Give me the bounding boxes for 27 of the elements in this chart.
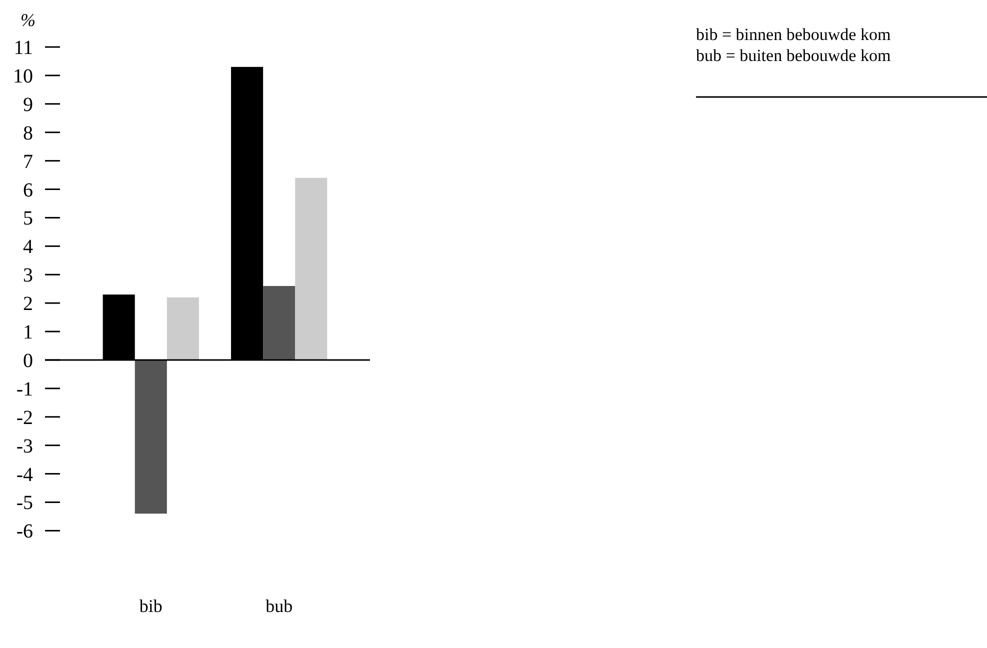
y-tick-label: -1 (16, 378, 33, 400)
y-axis-title: % (20, 10, 36, 30)
y-tick-label: 9 (23, 94, 33, 116)
y-tick-label: -2 (16, 406, 33, 429)
y-tick-label: 6 (23, 179, 33, 202)
bar (263, 286, 296, 360)
y-tick-label: -5 (16, 492, 33, 514)
bar (295, 178, 328, 360)
y-tick-label: -3 (16, 435, 33, 458)
x-tick-label: bib (139, 596, 162, 616)
y-tick-label: -4 (16, 464, 33, 486)
y-tick-label: 10 (13, 65, 33, 88)
y-tick-label: 7 (23, 150, 33, 173)
y-tick-label: 4 (23, 236, 33, 258)
y-tick-label: -6 (16, 520, 33, 543)
y-tick-label: 1 (23, 322, 33, 344)
y-tick-label: 2 (23, 293, 33, 316)
bar (134, 360, 167, 514)
y-tick-label: 11 (14, 37, 33, 59)
bar (166, 297, 199, 360)
text: bib = binnen bebouwde kom (696, 25, 891, 44)
x-tick-label: bub (266, 596, 293, 616)
y-tick-label: 8 (23, 122, 33, 144)
y-tick-label: 3 (23, 264, 33, 287)
y-tick-label: 5 (23, 208, 33, 230)
text: bub = buiten bebouwde kom (696, 46, 891, 65)
y-tick-label: 0 (23, 350, 33, 372)
